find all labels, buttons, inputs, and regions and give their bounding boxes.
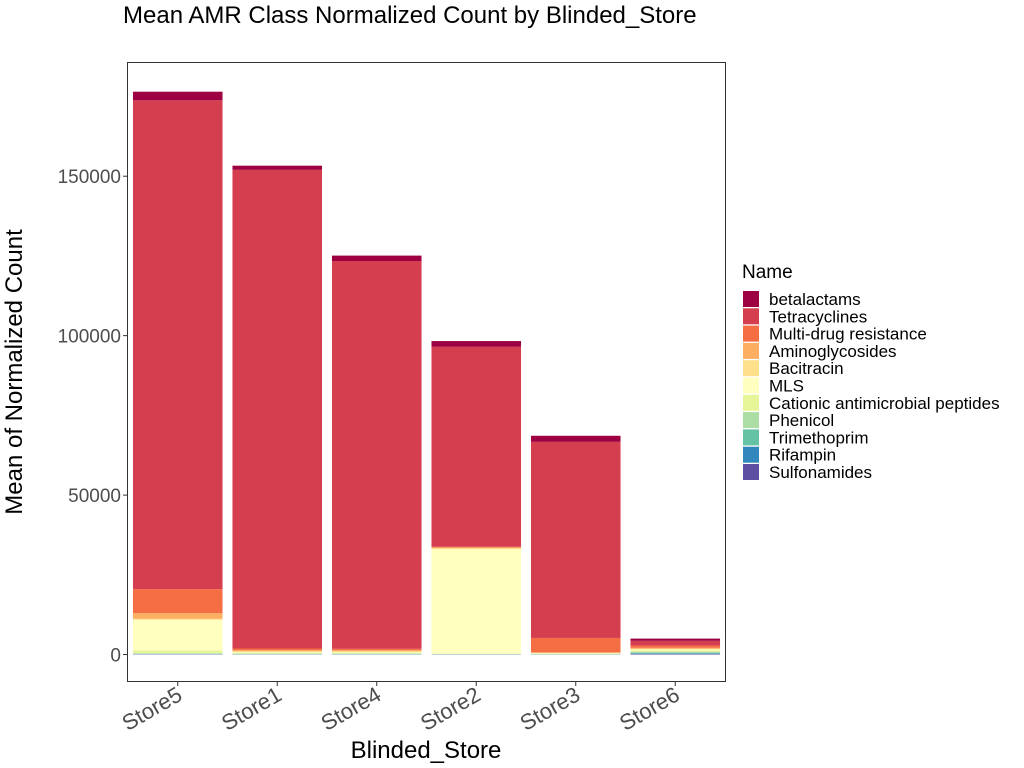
legend-label-rifampin: Rifampin	[769, 446, 836, 465]
legend-key-bacitracin	[743, 360, 759, 377]
x-tick-label: Store2	[416, 682, 485, 736]
y-tick-label: 50000	[68, 486, 121, 507]
x-tick-label: Store3	[516, 682, 585, 736]
legend: Name betalactamsTetracyclinesMulti-drug …	[742, 262, 1000, 482]
legend-key-phenicol	[743, 412, 759, 429]
x-tick-label: Store6	[615, 682, 684, 736]
bar-store4-betalactams	[331, 255, 422, 262]
legend-key-cationic-antimicrobial-peptides	[743, 394, 759, 411]
legend-label-tetracyclines: Tetracyclines	[769, 307, 867, 326]
bar-store1-bacitracin	[232, 651, 323, 652]
bar-store5-mls	[132, 619, 223, 651]
bar-store1-cationic-antimicrobial-peptides	[232, 652, 323, 654]
bar-store2-multi-drug-resistance	[431, 546, 522, 548]
x-axis-title: Blinded_Store	[351, 737, 502, 764]
x-tick-label: Store4	[317, 682, 386, 736]
bar-store5-multi-drug-resistance	[132, 589, 223, 614]
bar-store4-tetracyclines	[331, 261, 422, 649]
bar-store6-bacitracin	[630, 648, 721, 650]
legend-key-sulfonamides	[743, 464, 759, 480]
x-tick-label: Store5	[118, 682, 187, 736]
bar-store1-mls	[232, 651, 323, 653]
bar-store3-aminoglycosides	[530, 652, 621, 653]
bar-store6-betalactams	[630, 638, 721, 641]
bar-store6-aminoglycosides	[630, 647, 721, 649]
bar-store2-mls	[431, 549, 522, 654]
bar-store5-tetracyclines	[132, 100, 223, 590]
bar-store3-tetracyclines	[530, 441, 621, 638]
plot-panel-border	[127, 62, 726, 682]
legend-key-rifampin	[743, 446, 759, 463]
bar-store6-phenicol	[630, 651, 721, 653]
y-axis: 0 50000 100000 150000	[58, 167, 128, 667]
legend-key-tetracyclines	[743, 308, 759, 325]
legend-label-betalactams: betalactams	[769, 290, 861, 309]
bar-store4-aminoglycosides	[331, 650, 422, 652]
legend-key-multi-drug-resistance	[743, 325, 759, 342]
legend-key-betalactams	[743, 291, 759, 307]
x-axis: Store5 Store1 Store4 Store2 Store3 Store6	[118, 681, 684, 736]
bar-store3-betalactams	[530, 435, 621, 442]
bar-store1-multi-drug-resistance	[232, 648, 323, 651]
bar-store5-bacitracin	[132, 618, 223, 620]
bar-store4-cationic-antimicrobial-peptides	[331, 652, 422, 654]
bar-store1-tetracyclines	[232, 169, 323, 649]
bar-store4-multi-drug-resistance	[331, 648, 422, 651]
legend-label-cationic-antimicrobial-peptides: Cationic antimicrobial peptides	[769, 394, 1000, 413]
bar-store1-betalactams	[232, 165, 323, 170]
legend-label-sulfonamides: Sulfonamides	[769, 463, 872, 482]
bar-store4-mls	[331, 651, 422, 653]
legend-key-aminoglycosides	[743, 342, 759, 359]
bar-store2-betalactams	[431, 341, 522, 347]
bar-store6-cationic-antimicrobial-peptides	[630, 650, 721, 652]
bar-store6-trimethoprim	[630, 652, 721, 654]
y-axis-title: Mean of Normalized Count	[1, 229, 28, 515]
legend-title: Name	[742, 262, 793, 283]
bar-store6-mls	[630, 649, 721, 651]
bar-store6-multi-drug-resistance	[630, 645, 721, 648]
y-tick-label: 0	[110, 646, 121, 667]
bar-store1-aminoglycosides	[232, 650, 323, 652]
bar-store6-sulfonamides	[630, 653, 721, 655]
bar-store3-multi-drug-resistance	[530, 637, 621, 653]
bar-store6-tetracyclines	[630, 640, 721, 646]
legend-key-mls	[743, 377, 759, 394]
legend-label-aminoglycosides: Aminoglycosides	[769, 342, 897, 361]
legend-label-mls: MLS	[769, 377, 804, 396]
legend-label-trimethoprim: Trimethoprim	[769, 428, 869, 447]
bar-store2-bacitracin	[431, 548, 522, 550]
bar-store5-cationic-antimicrobial-peptides	[132, 650, 223, 654]
y-tick-label: 150000	[58, 167, 121, 188]
bar-store5-betalactams	[132, 91, 223, 101]
bar-store5-aminoglycosides	[132, 613, 223, 619]
plot-area	[132, 91, 721, 655]
bar-store2-tetracyclines	[431, 346, 522, 547]
bar-store2-aminoglycosides	[431, 547, 522, 549]
chart-title: Mean AMR Class Normalized Count by Blind…	[123, 2, 697, 29]
legend-label-phenicol: Phenicol	[769, 411, 834, 430]
y-tick-label: 100000	[58, 327, 121, 348]
legend-label-multi-drug-resistance: Multi-drug resistance	[769, 325, 927, 344]
legend-label-bacitracin: Bacitracin	[769, 359, 844, 378]
bar-store4-bacitracin	[331, 651, 422, 652]
legend-key-trimethoprim	[743, 429, 759, 446]
x-tick-label: Store1	[217, 682, 286, 736]
